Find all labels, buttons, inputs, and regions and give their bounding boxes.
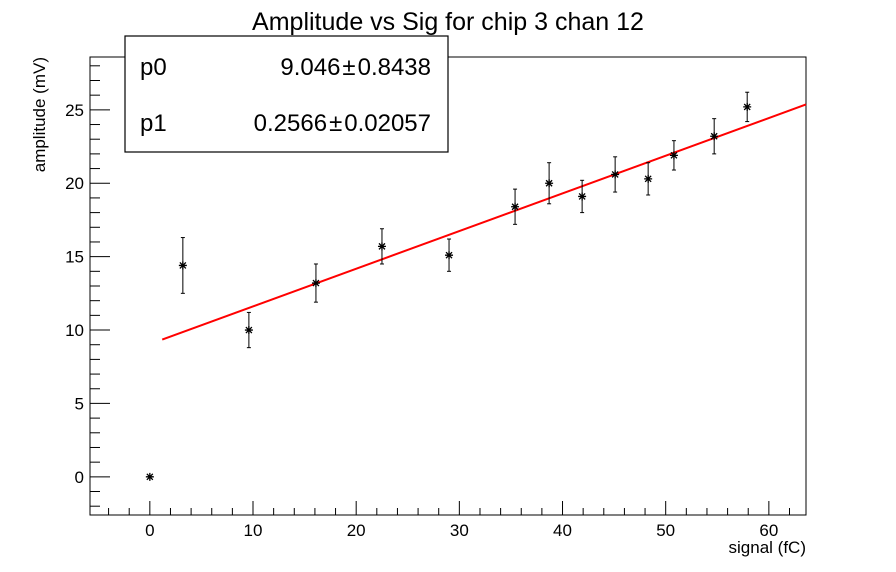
- data-point: [710, 118, 719, 155]
- stat-value-p1: 0.2566±0.02057: [254, 110, 431, 137]
- asterisk-marker: [445, 251, 454, 260]
- data-point: [244, 311, 253, 349]
- data-point: [743, 91, 752, 123]
- data-point: [644, 162, 653, 196]
- x-tick-label: 10: [244, 521, 263, 540]
- asterisk-marker: [669, 151, 678, 160]
- data-point: [178, 237, 187, 294]
- y-tick-label: 20: [65, 174, 84, 193]
- data-point: [578, 179, 587, 214]
- x-tick-label: 60: [759, 521, 778, 540]
- axis-ticks: 0 10 20 30 40 50 60 0 5 10 15 20 25: [65, 65, 790, 540]
- data-point: [145, 472, 154, 481]
- x-tick-label: 40: [553, 521, 572, 540]
- x-tick-label: 30: [450, 521, 469, 540]
- data-point: [311, 263, 320, 303]
- data-points: [145, 91, 752, 481]
- x-tick-label: 20: [347, 521, 366, 540]
- data-point: [545, 162, 554, 205]
- stat-p1-value: 0.2566: [254, 110, 327, 137]
- data-point: [669, 140, 678, 171]
- asterisk-marker: [710, 132, 719, 141]
- x-tick-label: 0: [145, 521, 154, 540]
- y-tick-label: 25: [65, 101, 84, 120]
- x-tick-label: 50: [656, 521, 675, 540]
- asterisk-marker: [511, 202, 520, 211]
- y-tick-label: 10: [65, 321, 84, 340]
- y-tick-label: 5: [75, 394, 84, 413]
- asterisk-marker: [311, 279, 320, 288]
- asterisk-marker: [644, 174, 653, 183]
- stats-box-border: [124, 35, 449, 153]
- data-point: [511, 188, 520, 225]
- stat-p0-value: 9.046: [280, 54, 340, 81]
- asterisk-marker: [743, 102, 752, 111]
- stat-p1-error: 0.02057: [344, 110, 431, 137]
- data-point: [445, 238, 454, 272]
- asterisk-marker: [377, 242, 386, 251]
- stat-p1-pm: ±: [329, 110, 342, 137]
- asterisk-marker: [611, 170, 620, 179]
- fit-line: [161, 103, 807, 341]
- fit-stats-box: p0 9.046±0.8438 p1 0.2566±0.02057: [124, 35, 449, 153]
- y-tick-label: 15: [65, 248, 84, 267]
- stat-key-p0: p0: [140, 54, 167, 81]
- stat-value-p0: 9.046±0.8438: [280, 54, 431, 81]
- stat-p0-error: 0.8438: [358, 54, 431, 81]
- stat-p0-pm: ±: [342, 54, 355, 81]
- data-point: [611, 156, 620, 193]
- asterisk-marker: [578, 192, 587, 201]
- asterisk-marker: [145, 472, 154, 481]
- fit-line-layer: [161, 103, 807, 341]
- x-axis-label: signal (fC): [729, 538, 806, 557]
- y-axis-label: amplitude (mV): [30, 57, 49, 172]
- asterisk-marker: [178, 261, 187, 270]
- asterisk-marker: [545, 179, 554, 188]
- chart-title: Amplitude vs Sig for chip 3 chan 12: [252, 8, 644, 36]
- data-point: [377, 228, 386, 265]
- y-tick-label: 0: [75, 468, 84, 487]
- stat-key-p1: p1: [140, 110, 167, 137]
- asterisk-marker: [244, 326, 253, 335]
